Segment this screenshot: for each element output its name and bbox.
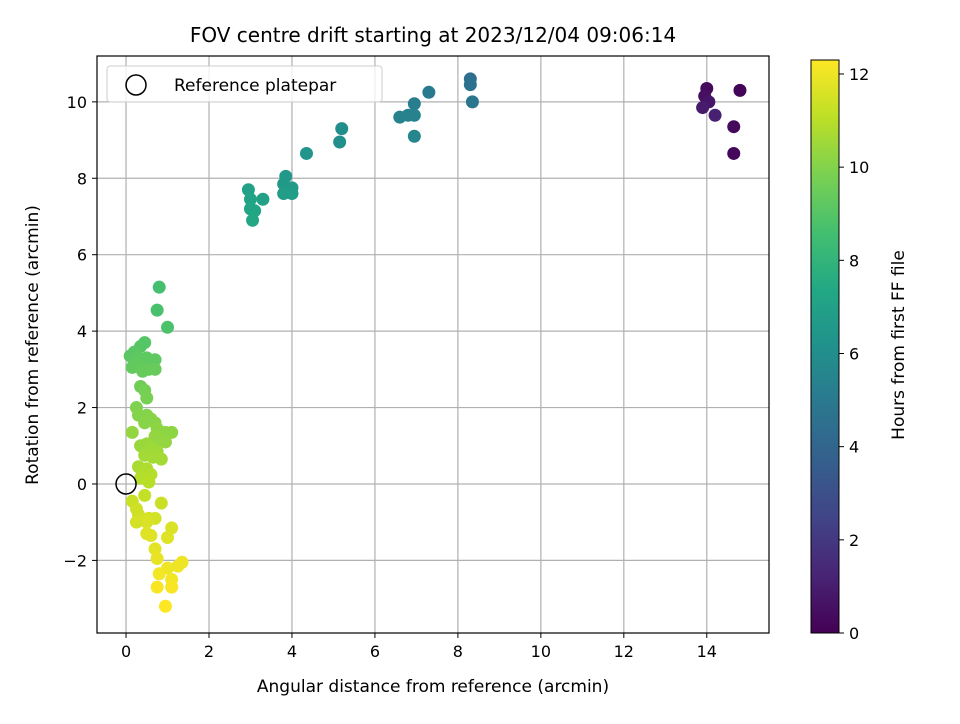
data-point bbox=[422, 85, 436, 99]
data-point bbox=[154, 452, 168, 466]
colorbar-label: Hours from first FF file bbox=[889, 250, 909, 440]
data-point bbox=[144, 529, 158, 543]
data-point bbox=[407, 97, 421, 111]
data-point bbox=[158, 435, 172, 449]
grid-lines bbox=[97, 56, 769, 633]
data-point bbox=[136, 364, 150, 378]
x-tick-label: 14 bbox=[697, 642, 717, 661]
colorbar-tick-label: 10 bbox=[849, 158, 869, 177]
reference-platepar-marker bbox=[115, 473, 137, 495]
legend-reference-marker bbox=[125, 74, 147, 96]
plot-frame bbox=[96, 55, 770, 634]
reference-marker bbox=[115, 473, 137, 495]
data-point bbox=[152, 280, 166, 294]
y-axis-label: Rotation from reference (arcmin) bbox=[23, 205, 43, 485]
x-tick-label: 4 bbox=[287, 642, 297, 661]
data-point bbox=[285, 187, 299, 201]
y-tick-label: −2 bbox=[63, 551, 87, 570]
legend-box bbox=[106, 65, 383, 103]
x-tick-label: 8 bbox=[453, 642, 463, 661]
legend-label: Reference platepar bbox=[174, 76, 336, 96]
colorbar-tick-label: 0 bbox=[849, 624, 859, 643]
data-point bbox=[407, 108, 421, 122]
colorbar-tick-label: 12 bbox=[849, 65, 869, 84]
data-point bbox=[246, 213, 260, 227]
data-point bbox=[150, 303, 164, 317]
data-point bbox=[333, 135, 347, 149]
colorbar-tick-label: 2 bbox=[849, 531, 859, 550]
data-point bbox=[154, 496, 168, 510]
colorbar bbox=[810, 59, 840, 634]
x-tick-label: 12 bbox=[614, 642, 634, 661]
y-tick-label: 4 bbox=[77, 322, 87, 341]
data-point bbox=[463, 78, 477, 92]
data-point bbox=[140, 391, 154, 405]
y-tick-label: 2 bbox=[77, 399, 87, 418]
colorbar-tick-label: 8 bbox=[849, 251, 859, 270]
data-point bbox=[140, 515, 154, 529]
y-tick-label: 0 bbox=[77, 475, 87, 494]
data-point bbox=[407, 129, 421, 143]
data-point bbox=[161, 320, 175, 334]
y-tick-label: 8 bbox=[77, 169, 87, 188]
data-point bbox=[150, 580, 164, 594]
data-point bbox=[165, 425, 179, 439]
y-axis-ticks: −2 0 2 4 6 8 10 bbox=[63, 93, 97, 570]
chart-title: FOV centre drift starting at 2023/12/04 … bbox=[190, 23, 676, 47]
data-point bbox=[138, 488, 152, 502]
data-point bbox=[171, 559, 185, 573]
data-point bbox=[335, 122, 349, 136]
data-point bbox=[125, 425, 139, 439]
data-point bbox=[696, 101, 710, 115]
data-point bbox=[161, 530, 175, 544]
data-point bbox=[733, 83, 747, 97]
data-point bbox=[148, 353, 162, 367]
legend: Reference platepar bbox=[106, 65, 383, 103]
x-tick-label: 10 bbox=[531, 642, 551, 661]
data-point bbox=[150, 551, 164, 565]
data-point bbox=[727, 120, 741, 134]
data-point bbox=[165, 580, 179, 594]
data-points bbox=[123, 72, 747, 613]
data-point bbox=[148, 362, 162, 376]
data-point bbox=[129, 515, 143, 529]
data-point bbox=[138, 416, 152, 430]
data-point bbox=[158, 599, 172, 613]
data-point bbox=[708, 108, 722, 122]
data-point bbox=[243, 192, 257, 206]
y-tick-label: 6 bbox=[77, 246, 87, 265]
x-tick-label: 6 bbox=[370, 642, 380, 661]
data-point bbox=[465, 95, 479, 109]
colorbar-ticks: 0 2 4 6 8 10 12 bbox=[839, 65, 869, 643]
data-point bbox=[152, 567, 166, 581]
colorbar-tick-label: 4 bbox=[849, 438, 859, 457]
y-tick-label: 10 bbox=[67, 93, 87, 112]
data-point bbox=[299, 146, 313, 160]
data-point bbox=[727, 146, 741, 160]
colorbar-tick-label: 6 bbox=[849, 344, 859, 363]
data-point bbox=[125, 360, 139, 374]
x-axis-ticks: 0 2 4 6 8 10 12 14 bbox=[121, 633, 717, 661]
x-tick-label: 0 bbox=[121, 642, 131, 661]
data-point bbox=[256, 192, 270, 206]
x-tick-label: 2 bbox=[204, 642, 214, 661]
x-axis-label: Angular distance from reference (arcmin) bbox=[257, 677, 609, 697]
data-point bbox=[142, 475, 156, 489]
